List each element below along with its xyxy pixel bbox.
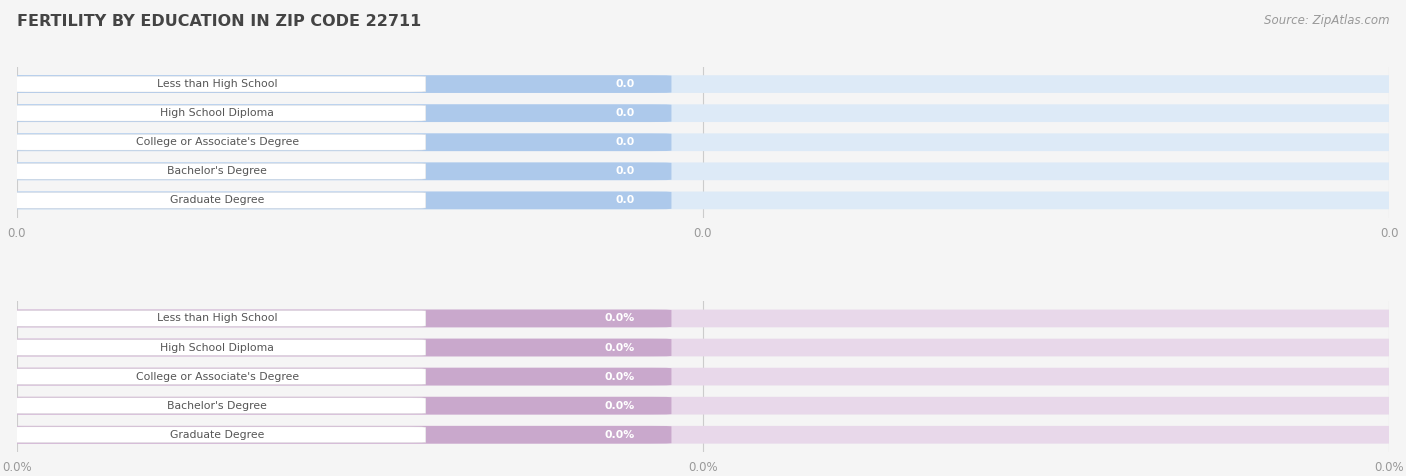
FancyBboxPatch shape xyxy=(0,162,672,180)
Text: 0.0%: 0.0% xyxy=(605,314,634,324)
FancyBboxPatch shape xyxy=(8,369,426,385)
FancyBboxPatch shape xyxy=(0,75,672,93)
Text: 0.0: 0.0 xyxy=(616,79,634,89)
Text: 0.0%: 0.0% xyxy=(605,430,634,440)
Text: 0.0%: 0.0% xyxy=(605,372,634,382)
Text: High School Diploma: High School Diploma xyxy=(160,343,274,353)
Text: Source: ZipAtlas.com: Source: ZipAtlas.com xyxy=(1264,14,1389,27)
Text: Less than High School: Less than High School xyxy=(157,79,277,89)
Text: Bachelor's Degree: Bachelor's Degree xyxy=(167,166,267,176)
FancyBboxPatch shape xyxy=(8,398,426,414)
Text: 0.0: 0.0 xyxy=(616,108,634,118)
Text: 0.0: 0.0 xyxy=(616,166,634,176)
FancyBboxPatch shape xyxy=(0,104,1406,122)
FancyBboxPatch shape xyxy=(0,368,1406,386)
FancyBboxPatch shape xyxy=(0,309,1406,327)
FancyBboxPatch shape xyxy=(0,191,1406,209)
Text: FERTILITY BY EDUCATION IN ZIP CODE 22711: FERTILITY BY EDUCATION IN ZIP CODE 22711 xyxy=(17,14,422,30)
Text: College or Associate's Degree: College or Associate's Degree xyxy=(135,137,299,147)
Text: Graduate Degree: Graduate Degree xyxy=(170,430,264,440)
FancyBboxPatch shape xyxy=(8,427,426,443)
FancyBboxPatch shape xyxy=(0,75,1406,93)
FancyBboxPatch shape xyxy=(0,309,672,327)
FancyBboxPatch shape xyxy=(0,368,672,386)
FancyBboxPatch shape xyxy=(0,191,672,209)
FancyBboxPatch shape xyxy=(0,133,1406,151)
FancyBboxPatch shape xyxy=(0,162,1406,180)
FancyBboxPatch shape xyxy=(0,338,672,357)
FancyBboxPatch shape xyxy=(8,192,426,208)
Text: 0.0%: 0.0% xyxy=(605,401,634,411)
Text: High School Diploma: High School Diploma xyxy=(160,108,274,118)
Text: 0.0: 0.0 xyxy=(616,195,634,205)
FancyBboxPatch shape xyxy=(0,338,1406,357)
FancyBboxPatch shape xyxy=(0,426,1406,444)
FancyBboxPatch shape xyxy=(8,163,426,179)
FancyBboxPatch shape xyxy=(0,397,672,415)
Text: 0.0%: 0.0% xyxy=(605,343,634,353)
FancyBboxPatch shape xyxy=(8,310,426,327)
FancyBboxPatch shape xyxy=(0,426,672,444)
Text: 0.0: 0.0 xyxy=(616,137,634,147)
FancyBboxPatch shape xyxy=(0,104,672,122)
FancyBboxPatch shape xyxy=(8,339,426,356)
Text: Graduate Degree: Graduate Degree xyxy=(170,195,264,205)
FancyBboxPatch shape xyxy=(0,133,672,151)
FancyBboxPatch shape xyxy=(0,397,1406,415)
Text: Bachelor's Degree: Bachelor's Degree xyxy=(167,401,267,411)
FancyBboxPatch shape xyxy=(8,134,426,150)
FancyBboxPatch shape xyxy=(8,105,426,121)
Text: College or Associate's Degree: College or Associate's Degree xyxy=(135,372,299,382)
FancyBboxPatch shape xyxy=(8,76,426,92)
Text: Less than High School: Less than High School xyxy=(157,314,277,324)
